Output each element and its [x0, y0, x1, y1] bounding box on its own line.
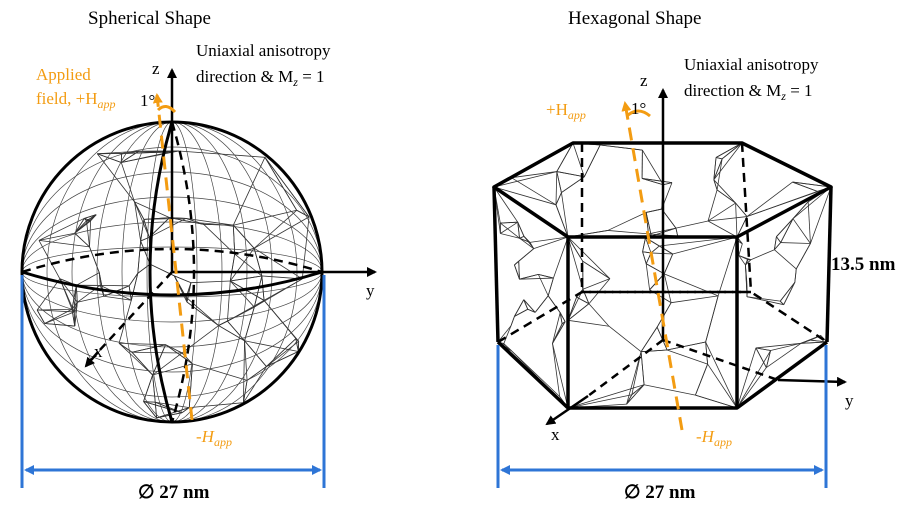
sphere-meridian: [148, 121, 174, 423]
hexagon-x-axis-hidden: [587, 338, 664, 398]
hexagon-mesh: [493, 142, 832, 409]
sphere-angle-arc: [156, 105, 177, 114]
hexagon-anisotropy-line1: Uniaxial anisotropy: [684, 55, 819, 74]
sphere-y-label: y: [366, 281, 375, 300]
hexagon-field-label: +Happ: [546, 100, 586, 122]
hexagon-diameter-label: ∅ 27 nm: [624, 482, 696, 503]
hexagon-anisotropy-line2: direction & Mz = 1: [684, 81, 813, 103]
sphere-title: Spherical Shape: [88, 8, 211, 29]
hexagon-y-axis: [777, 376, 847, 387]
sphere-angle-label: 1°: [140, 91, 155, 110]
sphere-z-label: z: [152, 59, 160, 78]
hexagon-y-label: y: [845, 391, 854, 410]
sphere-mesh: [22, 122, 322, 422]
sphere-anisotropy-line2: direction & Mz = 1: [196, 67, 325, 89]
sphere-x-axis-tip: [84, 351, 99, 368]
hexagon-hidden-edges: [497, 142, 828, 344]
sphere-panel: Spherical Shape z y x 1° Applied field, …: [20, 8, 377, 503]
sphere-neg-field-label: -Happ: [196, 427, 232, 449]
hexagon-x-axis: [545, 394, 589, 426]
hexagon-title: Hexagonal Shape: [568, 8, 701, 29]
hexagon-panel: Hexagonal Shape z y x 1°: [492, 8, 896, 503]
sphere-field-label-2: field, +Happ: [36, 89, 116, 111]
sphere-anisotropy-line1: Uniaxial anisotropy: [196, 41, 331, 60]
sphere-equator: [21, 270, 323, 297]
sphere-x-axis: [97, 271, 173, 353]
sphere-x-label: x: [94, 342, 103, 361]
hexagon-y-axis-hidden: [662, 338, 779, 382]
hexagon-angle-label: 1°: [631, 99, 646, 118]
hexagon-z-label: z: [640, 71, 648, 90]
hexagon-x-label: x: [551, 425, 560, 444]
sphere-diameter-label: ∅ 27 nm: [138, 482, 210, 503]
sphere-field-label-1: Applied: [36, 65, 91, 84]
sphere-applied-field-arrow: [152, 93, 194, 421]
hexagon-height-label: 13.5 nm: [831, 254, 896, 275]
hexagon-applied-field-arrow: [621, 101, 684, 431]
hexagon-angle-arc: [625, 109, 651, 118]
hexagon-neg-field-label: -Happ: [696, 427, 732, 449]
